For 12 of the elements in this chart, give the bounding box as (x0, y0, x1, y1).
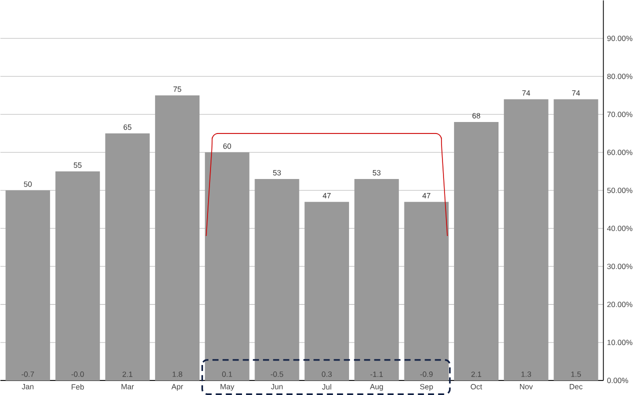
bar (454, 122, 499, 380)
bar (504, 99, 548, 380)
bar (354, 179, 399, 380)
bar (204, 152, 250, 380)
bar (155, 95, 200, 380)
bar (554, 99, 598, 380)
bar (304, 202, 350, 380)
bar (105, 133, 150, 380)
bar (6, 190, 50, 380)
bar (254, 179, 300, 380)
bar (55, 171, 100, 380)
bar (404, 202, 449, 380)
